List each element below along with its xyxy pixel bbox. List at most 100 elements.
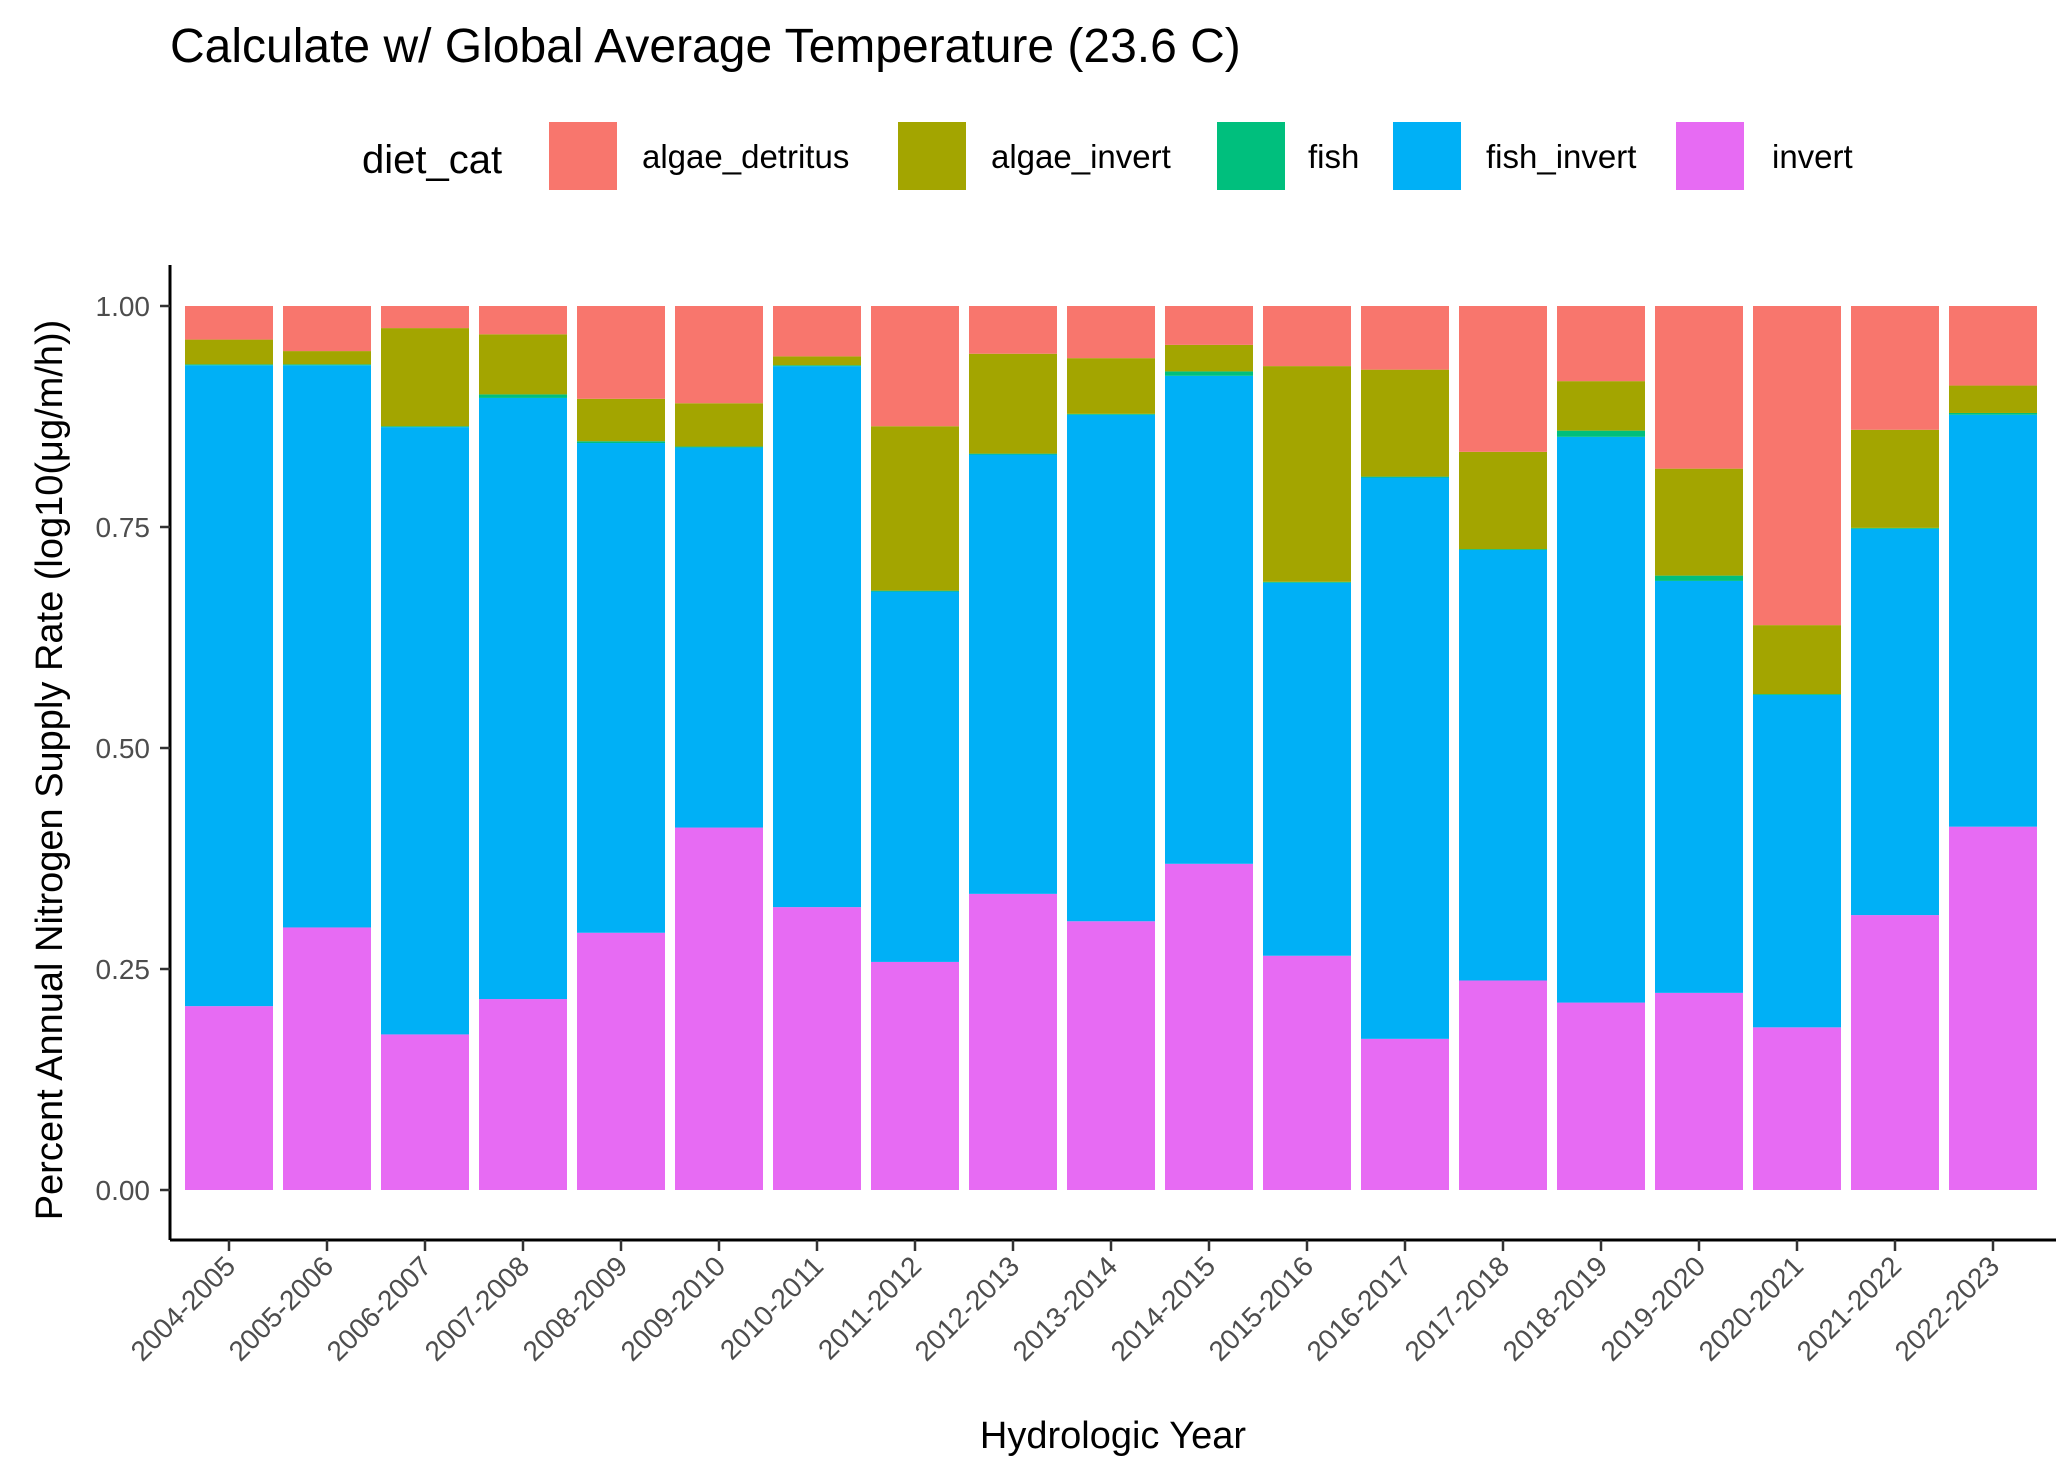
bar-algae_invert-2021-2022 <box>1851 429 1939 528</box>
bar-invert-2020-2021 <box>1753 1027 1841 1190</box>
y-tick-label: 0.50 <box>96 733 151 764</box>
bar-algae_invert-2010-2011 <box>773 356 861 366</box>
bar-fish-2014-2015 <box>1165 371 1253 376</box>
y-tick-label: 0.25 <box>96 954 151 985</box>
x-tick-label: 2014-2015 <box>1105 1250 1222 1367</box>
legend: diet_cat algae_detritus algae_invert fish f… <box>362 122 1853 190</box>
bar-invert-2006-2007 <box>381 1034 469 1190</box>
legend-key-fish_invert <box>1393 122 1461 190</box>
bar-algae_detritus-2013-2014 <box>1067 306 1155 359</box>
bar-algae_detritus-2022-2023 <box>1949 306 2037 386</box>
bar-algae_invert-2008-2009 <box>577 398 665 442</box>
bar-algae_detritus-2020-2021 <box>1753 306 1841 626</box>
bar-algae_invert-2007-2008 <box>479 334 567 395</box>
x-axis-label: Hydrologic Year <box>980 1415 1247 1457</box>
x-tick-label: 2016-2017 <box>1301 1250 1418 1367</box>
bar-fish_invert-2010-2011 <box>773 366 861 908</box>
bar-fish-2004-2005 <box>185 364 273 366</box>
bar-algae_invert-2020-2021 <box>1753 625 1841 695</box>
bar-algae_detritus-2015-2016 <box>1263 306 1351 367</box>
bar-fish_invert-2017-2018 <box>1459 549 1547 981</box>
y-tick-label: 1.00 <box>96 291 151 322</box>
bar-algae_invert-2006-2007 <box>381 328 469 427</box>
bar-fish-2013-2014 <box>1067 413 1155 415</box>
bar-invert-2007-2008 <box>479 999 567 1190</box>
bar-invert-2017-2018 <box>1459 980 1547 1190</box>
bar-algae_detritus-2005-2006 <box>283 306 371 352</box>
bar-fish-2020-2021 <box>1753 694 1841 695</box>
x-tick-label: 2004-2005 <box>125 1250 242 1367</box>
bar-fish-2006-2007 <box>381 426 469 428</box>
bar-fish_invert-2007-2008 <box>479 397 567 1000</box>
bar-fish-2012-2013 <box>969 453 1057 455</box>
bar-fish_invert-2020-2021 <box>1753 694 1841 1028</box>
bar-algae_detritus-2010-2011 <box>773 306 861 357</box>
bar-algae_invert-2004-2005 <box>185 339 273 365</box>
bar-algae_invert-2014-2015 <box>1165 344 1253 372</box>
bar-algae_detritus-2009-2010 <box>675 306 763 404</box>
bar-algae_detritus-2017-2018 <box>1459 306 1547 452</box>
bar-fish_invert-2021-2022 <box>1851 528 1939 916</box>
bar-invert-2013-2014 <box>1067 921 1155 1190</box>
x-tick-label: 2021-2022 <box>1791 1250 1908 1367</box>
bar-fish-2011-2012 <box>871 590 959 592</box>
legend-label-algae_invert: algae_invert <box>991 138 1171 175</box>
bar-fish_invert-2012-2013 <box>969 454 1057 894</box>
bar-fish_invert-2015-2016 <box>1263 582 1351 956</box>
bar-algae_invert-2022-2023 <box>1949 385 2037 413</box>
x-tick-label: 2010-2011 <box>714 1250 829 1365</box>
bar-fish-2005-2006 <box>283 364 371 366</box>
bar-fish_invert-2005-2006 <box>283 365 371 928</box>
bar-invert-2016-2017 <box>1361 1038 1449 1190</box>
y-axis-label: Percent Annual Nitrogen Supply Rate (log… <box>29 320 71 1221</box>
legend-label-invert: invert <box>1772 138 1853 175</box>
bar-fish-2010-2011 <box>773 365 861 367</box>
bar-fish-2021-2022 <box>1851 527 1939 529</box>
x-tick-label: 2015-2016 <box>1203 1250 1320 1367</box>
legend-key-fish <box>1217 122 1285 190</box>
bar-fish-2008-2009 <box>577 441 665 444</box>
bar-fish_invert-2018-2019 <box>1557 436 1645 1003</box>
x-tick-label: 2005-2006 <box>223 1250 340 1367</box>
bar-invert-2009-2010 <box>675 827 763 1190</box>
bar-fish-2015-2016 <box>1263 581 1351 583</box>
bar-invert-2012-2013 <box>969 893 1057 1190</box>
bar-algae_detritus-2018-2019 <box>1557 306 1645 382</box>
bar-algae_invert-2019-2020 <box>1655 468 1743 576</box>
bar-fish_invert-2013-2014 <box>1067 414 1155 922</box>
bar-invert-2008-2009 <box>577 932 665 1190</box>
bar-algae_detritus-2006-2007 <box>381 306 469 329</box>
x-tick-label: 2008-2009 <box>517 1250 634 1367</box>
bar-invert-2014-2015 <box>1165 863 1253 1190</box>
bar-algae_detritus-2021-2022 <box>1851 306 1939 430</box>
bar-fish-2019-2020 <box>1655 575 1743 581</box>
bar-algae_invert-2012-2013 <box>969 353 1057 454</box>
bar-invert-2022-2023 <box>1949 826 2037 1190</box>
bar-invert-2004-2005 <box>185 1006 273 1190</box>
x-tick-label: 2022-2023 <box>1889 1250 2006 1367</box>
bar-fish-2007-2008 <box>479 394 567 398</box>
bar-algae_invert-2009-2010 <box>675 403 763 447</box>
bar-algae_detritus-2008-2009 <box>577 306 665 399</box>
bar-fish-2018-2019 <box>1557 430 1645 437</box>
x-tick-label: 2013-2014 <box>1007 1250 1124 1367</box>
y-tick-label: 0.00 <box>96 1175 151 1206</box>
bar-algae_detritus-2011-2012 <box>871 306 959 427</box>
legend-key-invert <box>1676 122 1744 190</box>
bar-algae_detritus-2007-2008 <box>479 306 567 335</box>
x-tick-label: 2020-2021 <box>1693 1250 1810 1367</box>
legend-label-algae_detritus: algae_detritus <box>642 138 849 175</box>
legend-key-algae_invert <box>898 122 966 190</box>
bar-algae_invert-2015-2016 <box>1263 366 1351 582</box>
y-axis-ticks: 0.00 0.25 0.50 0.75 1.00 <box>96 291 170 1206</box>
x-tick-label: 2007-2008 <box>419 1250 536 1367</box>
x-tick-label: 2017-2018 <box>1399 1250 1516 1367</box>
bar-fish_invert-2022-2023 <box>1949 414 2037 827</box>
bar-algae_invert-2017-2018 <box>1459 451 1547 550</box>
bar-invert-2019-2020 <box>1655 992 1743 1190</box>
bar-fish-2017-2018 <box>1459 549 1547 550</box>
x-axis-ticks: 2004-20052005-20062006-20072007-20082008… <box>125 1240 2006 1367</box>
bar-fish_invert-2014-2015 <box>1165 375 1253 864</box>
x-tick-label: 2019-2020 <box>1595 1250 1712 1367</box>
bar-invert-2011-2012 <box>871 961 959 1190</box>
